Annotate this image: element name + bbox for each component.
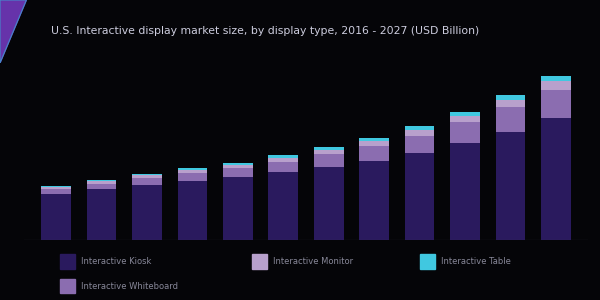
Text: Interactive Whiteboard: Interactive Whiteboard (81, 282, 178, 291)
Text: Interactive Kiosk: Interactive Kiosk (81, 257, 151, 266)
Bar (41, 194, 71, 240)
Bar (541, 76, 571, 81)
Bar (359, 141, 389, 146)
Bar (541, 90, 571, 118)
Bar (496, 107, 526, 132)
Bar (359, 138, 389, 141)
Bar (496, 100, 526, 107)
Bar (86, 184, 116, 189)
Bar (41, 187, 71, 189)
Bar (451, 112, 480, 116)
Bar (496, 132, 526, 240)
Bar (405, 136, 434, 153)
Bar (451, 122, 480, 143)
Bar (132, 185, 161, 240)
Bar (178, 173, 207, 181)
Bar (268, 155, 298, 158)
Bar (132, 176, 161, 178)
Bar (178, 181, 207, 240)
Bar (86, 181, 116, 184)
Bar (314, 154, 344, 167)
Bar (314, 149, 344, 154)
Bar (86, 180, 116, 181)
Bar (359, 161, 389, 240)
Bar (86, 189, 116, 240)
Bar (268, 172, 298, 240)
Bar (41, 189, 71, 194)
Bar (451, 116, 480, 122)
Bar (314, 147, 344, 149)
Bar (314, 167, 344, 240)
FancyBboxPatch shape (60, 279, 75, 293)
Text: Interactive Monitor: Interactive Monitor (273, 257, 353, 266)
Bar (223, 168, 253, 177)
Bar (223, 165, 253, 168)
Bar (359, 146, 389, 161)
Bar (223, 177, 253, 240)
Bar (496, 95, 526, 100)
Polygon shape (0, 0, 26, 63)
Bar (541, 118, 571, 240)
FancyBboxPatch shape (252, 254, 267, 269)
Bar (178, 170, 207, 173)
Bar (405, 130, 434, 136)
Bar (405, 126, 434, 130)
Bar (541, 81, 571, 90)
Bar (451, 143, 480, 240)
FancyBboxPatch shape (60, 254, 75, 269)
FancyBboxPatch shape (420, 254, 435, 269)
Bar (178, 169, 207, 170)
Bar (41, 186, 71, 187)
Bar (223, 163, 253, 165)
Bar (132, 178, 161, 185)
Bar (268, 158, 298, 161)
Bar (132, 174, 161, 176)
Bar (268, 161, 298, 172)
Bar (405, 153, 434, 240)
Text: Interactive Table: Interactive Table (441, 257, 511, 266)
Text: U.S. Interactive display market size, by display type, 2016 - 2027 (USD Billion): U.S. Interactive display market size, by… (51, 26, 479, 37)
